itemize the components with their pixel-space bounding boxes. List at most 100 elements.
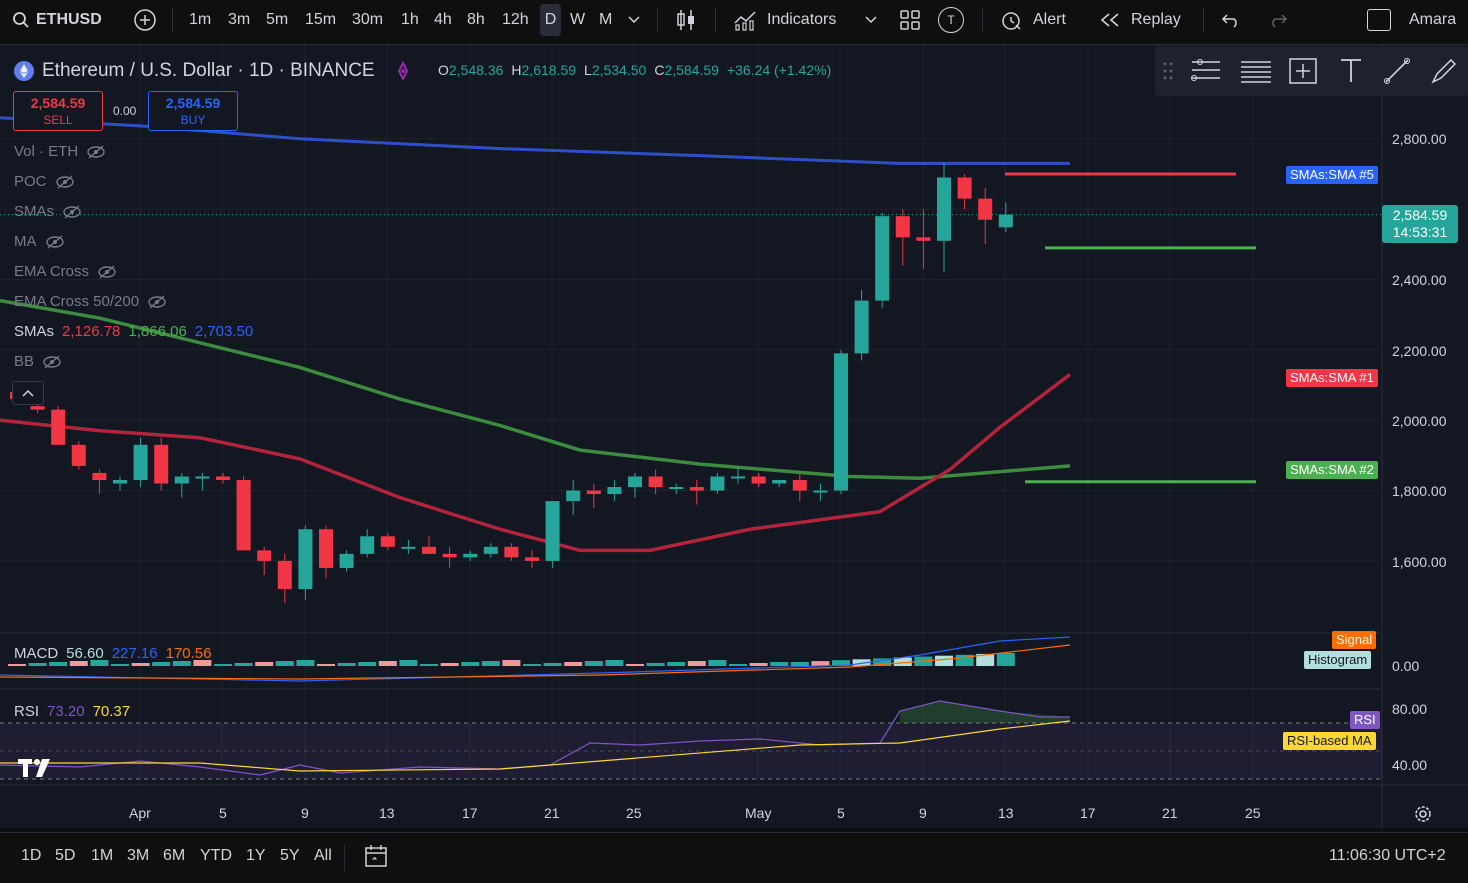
fullscreen-button[interactable] — [1367, 0, 1391, 40]
interval-1m[interactable]: 1m — [189, 0, 211, 40]
interval-5m[interactable]: 5m — [266, 0, 288, 40]
horizontal-lines-icon[interactable] — [1239, 56, 1273, 86]
chart-type-button[interactable] — [675, 0, 697, 40]
layout-name-button[interactable]: Amara — [1409, 0, 1456, 40]
template-letter: T — [947, 13, 955, 27]
clock-timezone[interactable]: 11:06:30 UTC+2 — [1329, 847, 1446, 864]
legend-rsi[interactable]: RSI 73.20 70.37 — [14, 703, 130, 720]
indicators-button[interactable]: Indicators — [733, 0, 836, 40]
macd-histogram-bar — [729, 664, 747, 666]
rsi-axis-label: 40.00 — [1392, 757, 1428, 773]
indicators-label: Indicators — [767, 11, 837, 28]
legend-vol[interactable]: Vol · ETH — [14, 143, 106, 160]
interval-4h[interactable]: 4h — [434, 0, 452, 40]
chart-settings-button[interactable] — [1412, 803, 1434, 830]
legend-smas[interactable]: SMAs 2,126.78 1,866.06 2,703.50 — [14, 323, 253, 340]
range-1d[interactable]: 1D — [21, 847, 42, 864]
rsi-ma-tag[interactable]: RSI-based MA — [1283, 732, 1376, 750]
interval-3m[interactable]: 3m — [228, 0, 250, 40]
compare-button[interactable] — [133, 0, 157, 40]
range-ytd[interactable]: YTD — [200, 847, 232, 864]
legend-label: RSI — [14, 703, 40, 720]
legend-macd[interactable]: MACD 56.60 227.16 170.56 — [14, 645, 212, 662]
legend-ema-cross[interactable]: EMA Cross — [14, 263, 117, 280]
sell-button[interactable]: 2,584.59 SELL — [13, 91, 103, 131]
macd-histogram-bar — [131, 663, 150, 666]
candles-icon — [677, 10, 694, 30]
alert-button[interactable]: Alert — [999, 0, 1066, 40]
range-3m[interactable]: 3M — [127, 847, 150, 864]
collapse-legend-button[interactable] — [12, 381, 44, 405]
trend-line-icon[interactable] — [1382, 56, 1412, 86]
legend-poc[interactable]: POC — [14, 173, 75, 190]
brush-icon[interactable] — [1429, 56, 1459, 86]
goto-date-button[interactable] — [364, 844, 390, 873]
tradingview-logo[interactable] — [18, 757, 58, 786]
rsi-tag[interactable]: RSI — [1350, 711, 1380, 729]
eye-off-icon[interactable] — [42, 354, 62, 369]
legend-smas-hidden[interactable]: SMAs — [14, 203, 82, 220]
chart-canvas[interactable] — [0, 45, 1468, 829]
symbol-header[interactable]: Ethereum / U.S. Dollar · 1D · BINANCE — [14, 60, 413, 82]
time-axis-label: 13 — [998, 805, 1014, 821]
interval-d-active[interactable]: D — [540, 4, 561, 36]
replay-button[interactable]: Replay — [1099, 0, 1181, 40]
interval-30m[interactable]: 30m — [352, 0, 383, 40]
range-5d[interactable]: 5D — [55, 847, 76, 864]
macd-histogram-bar — [193, 660, 212, 666]
eye-off-icon[interactable] — [97, 264, 117, 279]
interval-m[interactable]: M — [599, 0, 612, 40]
time-axis-label: May — [745, 805, 772, 821]
rsi-axis-label: 80.00 — [1392, 701, 1428, 717]
legend-ma[interactable]: MA — [14, 233, 65, 250]
eye-off-icon[interactable] — [147, 294, 167, 309]
interval-dropdown[interactable] — [628, 0, 640, 40]
eye-off-icon[interactable] — [55, 174, 75, 189]
macd-signal-value: 170.56 — [165, 645, 212, 662]
interval-w[interactable]: W — [570, 0, 585, 40]
frame-add-icon[interactable] — [1287, 56, 1319, 86]
candle-body — [133, 444, 148, 480]
rsi-ma-value: 70.37 — [92, 703, 131, 720]
candle-body — [792, 479, 807, 491]
range-1m[interactable]: 1M — [91, 847, 114, 864]
undo-button[interactable] — [1221, 0, 1241, 40]
macd-histogram-bar — [564, 662, 583, 666]
chevron-down-icon — [628, 16, 640, 24]
eye-off-icon[interactable] — [86, 144, 106, 159]
range-5y[interactable]: 5Y — [280, 847, 300, 864]
interval-1h[interactable]: 1h — [401, 0, 419, 40]
macd-histogram-bar — [69, 661, 88, 666]
histogram-tag[interactable]: Histogram — [1304, 651, 1372, 669]
text-tool-icon[interactable] — [1338, 56, 1364, 86]
price-axis-label: 2,800.00 — [1392, 131, 1447, 147]
candle-body — [916, 237, 931, 241]
interval-12h[interactable]: 12h — [502, 0, 529, 40]
interval-8h[interactable]: 8h — [467, 0, 485, 40]
sma2-tag[interactable]: SMAs:SMA #2 — [1286, 461, 1378, 479]
legend-bb[interactable]: BB — [14, 353, 62, 370]
indicator-templates-button[interactable]: T — [938, 0, 964, 40]
sma1-tag[interactable]: SMAs:SMA #1 — [1286, 369, 1378, 387]
macd-histogram-bar — [832, 660, 850, 666]
eye-off-icon[interactable] — [62, 204, 82, 219]
layouts-button[interactable] — [899, 0, 921, 40]
symbol-search[interactable]: ETHUSD — [12, 0, 102, 40]
sma5-tag[interactable]: SMAs:SMA #5 — [1286, 166, 1378, 184]
indicators-dropdown[interactable] — [865, 0, 877, 40]
legend-ema-cross-50-200[interactable]: EMA Cross 50/200 — [14, 293, 167, 310]
eye-off-icon[interactable] — [45, 234, 65, 249]
signal-tag[interactable]: Signal — [1332, 631, 1377, 649]
multi-line-icon[interactable] — [1190, 56, 1224, 86]
range-1y[interactable]: 1Y — [246, 847, 266, 864]
range-all[interactable]: All — [314, 847, 332, 864]
candle-body — [545, 501, 560, 561]
candle-body — [92, 472, 107, 480]
range-6m[interactable]: 6M — [163, 847, 186, 864]
buy-button[interactable]: 2,584.59 BUY — [148, 91, 238, 131]
drag-handle-icon[interactable] — [1163, 61, 1173, 81]
interval-15m[interactable]: 15m — [305, 0, 336, 40]
redo-button[interactable] — [1268, 0, 1288, 40]
interval-label: 12h — [502, 11, 529, 28]
